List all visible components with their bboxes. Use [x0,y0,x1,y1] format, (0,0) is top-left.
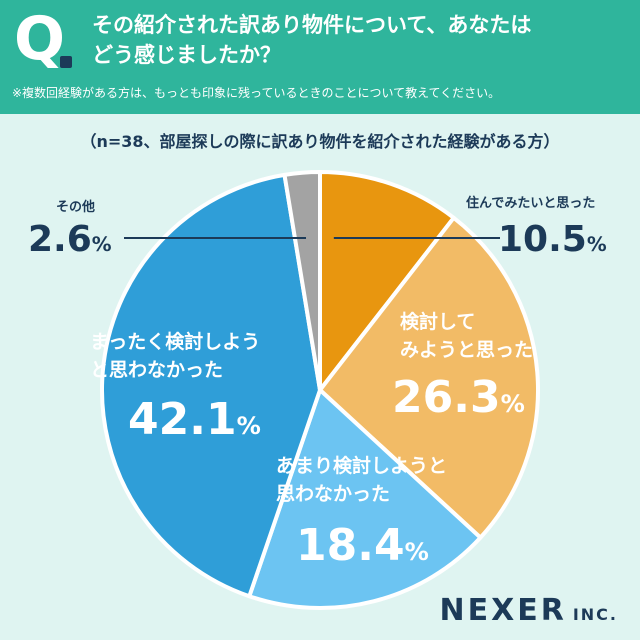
slice-other [282,170,322,392]
slice-mattaku [100,172,322,599]
question-title-line2: どう感じましたか？ [92,43,281,67]
pct-unit: % [500,390,525,418]
pct-unit: % [236,412,261,440]
q-mark: Q [14,4,66,74]
logo-name: NEXER [439,593,567,628]
slice-label-amari: あまり検討しようと 思わなかった [276,452,447,508]
question-note: ※複数回経験がある方は、もっとも印象に残っているときのことについて教えてください… [12,86,501,100]
slice-label-amari-line1: あまり検討しようと [276,455,448,477]
slice-pct-amari: 18.4% [296,522,429,576]
slice-pct-other-value: 2.6 [28,219,92,260]
slice-label-kentou-line1: 検討して [400,311,476,333]
slice-sumitai [318,170,456,392]
slice-label-mattaku: まったく検討しよう と思わなかった [90,328,260,384]
slice-label-amari-line2: 思わなかった [276,483,391,505]
slice-pct-mattaku: 42.1% [128,396,261,450]
slice-pct-kentou: 26.3% [392,374,525,428]
slice-label-other: その他 [56,200,96,215]
logo-suffix: INC. [572,605,618,624]
slice-pct-other: 2.6% [28,220,112,265]
slice-pct-amari-value: 18.4 [296,520,405,571]
slice-label-kentou-line2: みようと思った [400,339,534,361]
pct-unit: % [91,233,112,256]
slice-kentou [318,215,540,540]
slice-pct-mattaku-value: 42.1 [128,394,237,445]
slice-label-kentou: 検討して みようと思った [400,308,533,364]
pct-unit: % [404,538,429,566]
slice-label-sumitai: 住んでみたいと思った [466,196,596,211]
slice-amari [247,388,483,610]
question-title-line1: その紹介された訳あり物件について、あなたは [92,13,532,37]
q-dot-decoration [60,56,72,68]
pct-unit: % [586,233,607,256]
nexer-logo: NEXER INC. [440,593,619,628]
slice-label-mattaku-line1: まったく検討しよう [90,331,261,353]
slice-pct-sumitai-value: 10.5 [498,219,587,260]
slice-pct-sumitai: 10.5% [498,220,607,265]
slice-pct-kentou-value: 26.3 [392,372,501,423]
question-title: その紹介された訳あり物件について、あなたは どう感じましたか？ [92,10,632,70]
question-header: Q その紹介された訳あり物件について、あなたは どう感じましたか？ ※複数回経験… [0,0,640,114]
sample-note: （n=38、部屋探しの際に訳あり物件を紹介された経験がある方） [80,132,560,151]
slice-label-mattaku-line2: と思わなかった [90,359,224,381]
